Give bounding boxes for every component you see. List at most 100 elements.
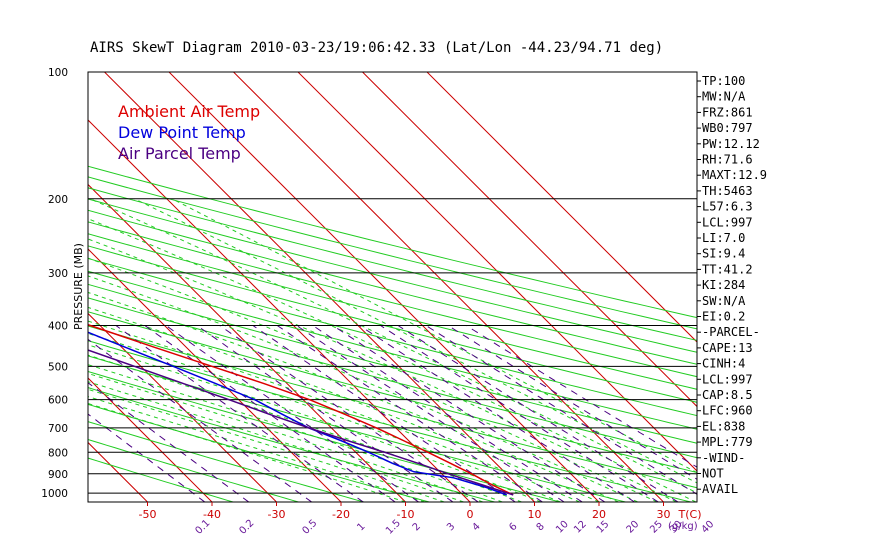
ambient-temp-line <box>88 323 514 496</box>
moist-adiabat-line <box>89 198 697 494</box>
bottom-temp-tick-label: -20 <box>332 508 350 521</box>
stat-text: CINH:4 <box>702 357 745 371</box>
stat-text: MPL:779 <box>702 435 753 449</box>
mixing-ratio-line <box>115 325 364 502</box>
moist-adiabat-line <box>134 198 697 484</box>
legend-entry: Dew Point Temp <box>118 123 246 142</box>
dry-adiabat-line <box>88 187 697 341</box>
mixing-ratio-line <box>144 325 396 502</box>
y-axis-label: PRESSURE (MB) <box>72 243 85 330</box>
moist-adiabat-line <box>88 320 580 502</box>
dry-adiabat-line <box>88 257 697 417</box>
mixing-ratio-line <box>425 325 697 495</box>
stat-text: TT:41.2 <box>702 262 753 276</box>
mixing-ratio-line <box>219 325 479 502</box>
profile-series <box>88 323 514 496</box>
mixing-ratio-line <box>88 338 312 502</box>
dry-adiabat-line <box>88 457 234 502</box>
temp-unit-label: T(C) <box>678 508 702 521</box>
dry-adiabat-line <box>88 176 697 330</box>
stat-text: TH:5463 <box>702 184 753 198</box>
pressure-tick-label: 300 <box>48 268 68 280</box>
pressure-tick-label: 100 <box>48 67 68 79</box>
isotherm-line <box>104 72 535 502</box>
pressure-tick-label: 200 <box>48 194 68 206</box>
moist-adiabat-line <box>171 198 697 474</box>
stat-text: FRZ:861 <box>702 105 753 119</box>
mixing-ratio-unit-label: (g/kg) <box>668 521 698 532</box>
stat-text: RH:71.6 <box>702 153 753 167</box>
moist-adiabat-line <box>88 332 561 502</box>
bottom-temp-tick-label: -30 <box>268 508 286 521</box>
dry-adiabat-line <box>88 355 626 502</box>
moist-adiabat-line <box>88 344 542 502</box>
mixing-ratio-line <box>196 325 454 502</box>
stat-text: EL:838 <box>702 419 745 433</box>
parcel-temp-line <box>88 349 514 496</box>
stat-text: AVAIL <box>702 482 738 496</box>
moist-adiabat-line <box>88 402 406 502</box>
dry-adiabat-line <box>88 438 299 502</box>
bottom-temp-tick-label: 20 <box>592 508 606 521</box>
bottom-temp-tick-label: -50 <box>139 508 157 521</box>
isotherm-line <box>88 119 471 502</box>
isotherm-line <box>233 72 664 502</box>
stat-text: -WIND- <box>702 451 745 465</box>
mixing-ratio-lines <box>88 325 697 502</box>
legend-entry: Air Parcel Temp <box>118 144 241 163</box>
moist-adiabats <box>88 198 697 502</box>
isotherm-line <box>88 377 213 502</box>
isotherm-line <box>88 312 277 502</box>
bottom-temp-tick-label: 0 <box>467 508 474 521</box>
mixing-ratio-line <box>276 325 543 502</box>
stat-text: EI:0.2 <box>702 310 745 324</box>
moist-adiabat-line <box>88 306 600 502</box>
isotherm-line <box>426 72 697 343</box>
dry-adiabat-line <box>88 209 697 365</box>
stat-text: LCL:997 <box>702 372 753 386</box>
stat-text: -PARCEL- <box>702 325 760 339</box>
stat-text: WB0:797 <box>702 121 753 135</box>
moist-adiabat-line <box>88 275 638 502</box>
pressure-tick-label: 400 <box>48 321 68 333</box>
stat-text: NOT <box>702 467 724 481</box>
mixing-ratio-line <box>447 325 697 480</box>
moist-adiabat-line <box>88 238 677 502</box>
isotherms <box>88 72 697 502</box>
isotherm-line <box>297 72 697 472</box>
mixing-ratio-line <box>397 325 679 502</box>
mixing-ratio-line <box>465 325 697 468</box>
bottom-temp-tick-label: 30 <box>657 508 671 521</box>
dry-adiabat-line <box>88 421 365 502</box>
dry-adiabat-line <box>88 233 697 390</box>
pressure-tick-label: 800 <box>48 447 68 459</box>
dry-adiabat-line <box>88 403 430 502</box>
moist-adiabat-line <box>88 388 445 502</box>
pressure-tick-label: 700 <box>48 423 68 435</box>
chart-title: AIRS SkewT Diagram 2010-03-23/19:06:42.3… <box>90 40 663 56</box>
mixing-ratio-line <box>380 325 659 502</box>
stat-text: SW:N/A <box>702 294 746 308</box>
dry-adiabat-line <box>88 325 697 489</box>
dry-adiabat-line <box>88 165 697 319</box>
dry-adiabat-line <box>88 221 697 378</box>
stat-text: LCL:997 <box>702 215 753 229</box>
stat-text: CAPE:13 <box>702 341 753 355</box>
plot-frame <box>87 71 698 503</box>
dry-adiabat-line <box>88 283 697 444</box>
moist-adiabat-line <box>88 364 503 502</box>
stat-text: KI:284 <box>702 278 745 292</box>
stat-text: MW:N/A <box>702 90 746 104</box>
stat-text: PW:12.12 <box>702 137 760 151</box>
moist-adiabat-line <box>88 354 522 502</box>
stat-text: LI:7.0 <box>702 231 745 245</box>
stat-text: SI:9.4 <box>702 247 745 261</box>
legend-entry: Ambient Air Temp <box>118 102 260 121</box>
moist-adiabat-line <box>88 218 697 502</box>
dry-adiabat-line <box>88 270 697 430</box>
dewpoint-line <box>88 331 508 496</box>
moist-adiabat-line <box>88 291 619 502</box>
bottom-temp-tick-label: -40 <box>203 508 221 521</box>
